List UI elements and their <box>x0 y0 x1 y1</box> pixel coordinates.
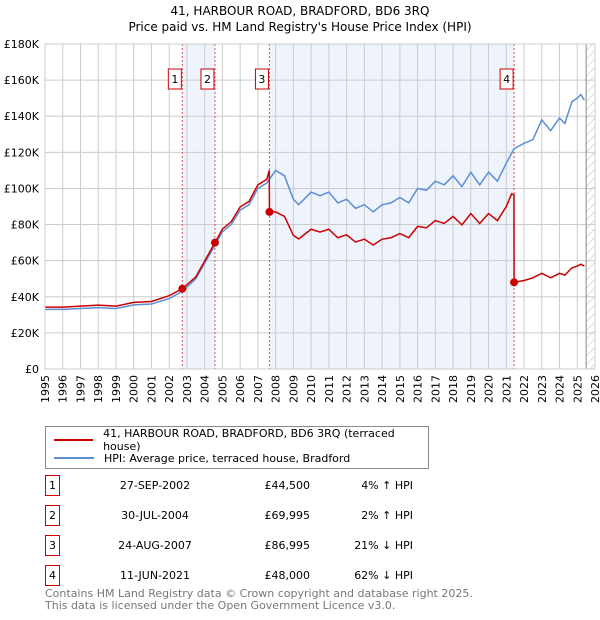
sale-number-badge: 4 <box>45 565 60 586</box>
x-tick-label: 2022 <box>518 375 531 403</box>
x-tick-label: 2015 <box>394 375 407 403</box>
sale-period-shade <box>182 44 215 369</box>
x-tick-label: 2001 <box>145 375 158 403</box>
chart-title: 41, HARBOUR ROAD, BRADFORD, BD6 3RQ <box>170 4 430 18</box>
sale-label-number: 3 <box>258 73 265 86</box>
footer-line-2: This data is licensed under the Open Gov… <box>45 599 396 612</box>
x-tick-label: 2014 <box>376 375 389 403</box>
sale-label-number: 4 <box>503 73 510 86</box>
y-tick-label: £20K <box>11 327 40 340</box>
x-tick-label: 1999 <box>110 375 123 403</box>
y-tick-label: £80K <box>11 219 40 232</box>
sale-hpi-diff: 21% ↓ HPI <box>354 539 413 552</box>
sale-number-badge: 2 <box>45 505 60 526</box>
x-tick-label: 2004 <box>199 375 212 403</box>
x-tick-label: 2020 <box>483 375 496 403</box>
sale-period-shade <box>269 44 515 369</box>
sale-price: £69,995 <box>264 509 311 522</box>
sale-price: £86,995 <box>264 539 311 552</box>
legend-item-hpi: HPI: Average price, terraced house, Brad… <box>54 451 350 465</box>
x-tick-label: 2002 <box>163 375 176 403</box>
x-tick-label: 1995 <box>39 375 52 403</box>
sale-date: 24-AUG-2007 <box>118 539 192 552</box>
sale-hpi-diff: 4% ↑ HPI <box>361 479 413 492</box>
sale-price: £44,500 <box>264 479 311 492</box>
price-chart: 1995 1996 1997 1998 1999 2000 2001 2002 2003 2004… <box>4 38 600 403</box>
hpi-series-line <box>45 93 585 311</box>
sale-hpi-diff: 2% ↑ HPI <box>361 509 413 522</box>
footer-line-1: Contains HM Land Registry data © Crown c… <box>45 587 473 600</box>
sale-label-number: 1 <box>171 73 178 86</box>
sale-point <box>510 278 519 287</box>
y-tick-label: £0 <box>25 363 39 376</box>
sale-label-box <box>167 68 182 90</box>
x-tick-label: 1997 <box>74 375 87 403</box>
x-tick-label: 2003 <box>181 375 194 403</box>
plot-frame <box>44 43 596 370</box>
sale-label-box <box>499 68 514 90</box>
x-tick-label: 2008 <box>270 375 283 403</box>
chart-subtitle: Price paid vs. HM Land Registry's House … <box>128 20 472 34</box>
x-tick-label: 2017 <box>429 375 442 403</box>
sale-date: 27-SEP-2002 <box>119 479 191 492</box>
sale-label-box <box>254 68 269 90</box>
x-tick-label: 2007 <box>252 375 265 403</box>
sale-point <box>178 284 187 293</box>
x-tick-label: 2006 <box>234 375 247 403</box>
legend-swatch-blue <box>54 457 94 459</box>
x-tick-label: 2021 <box>500 375 513 403</box>
sale-date: 30-JUL-2004 <box>121 509 189 522</box>
y-tick-label: £120K <box>4 146 40 159</box>
x-tick-label: 2023 <box>536 375 549 403</box>
legend-item-property: 41, HARBOUR ROAD, BRADFORD, BD6 3RQ (ter… <box>54 427 428 453</box>
sale-label-number: 2 <box>204 73 211 86</box>
x-tick-label: 2000 <box>128 375 141 403</box>
legend-label: HPI: Average price, terraced house, Brad… <box>104 451 351 465</box>
sale-point <box>210 238 219 247</box>
sale-row: 3 24-AUG-2007 £86,995 21% ↓ HPI <box>45 535 445 556</box>
y-tick-label: £100K <box>4 182 40 195</box>
x-tick-label: 1996 <box>57 375 70 403</box>
x-tick-label: 2009 <box>287 375 300 403</box>
y-tick-label: £180K <box>4 38 40 51</box>
sale-number-badge: 1 <box>45 475 60 496</box>
x-tick-label: 2005 <box>216 375 229 403</box>
x-tick-label: 2010 <box>305 375 318 403</box>
future-hatch <box>586 44 595 369</box>
x-tick-label: 2026 <box>589 375 600 403</box>
x-tick-label: 2018 <box>447 375 460 403</box>
sale-row: 4 11-JUN-2021 £48,000 62% ↓ HPI <box>45 565 445 586</box>
sale-hpi-diff: 62% ↓ HPI <box>354 569 413 582</box>
y-tick-label: £40K <box>11 291 40 304</box>
sale-row: 2 30-JUL-2004 £69,995 2% ↑ HPI <box>45 505 445 526</box>
y-tick-label: £140K <box>4 110 40 123</box>
y-tick-label: £60K <box>11 255 40 268</box>
sale-point <box>265 207 274 216</box>
legend-label: 41, HARBOUR ROAD, BRADFORD, BD6 3RQ (ter… <box>103 427 395 453</box>
x-tick-label: 2024 <box>554 375 567 403</box>
sale-price: £48,000 <box>264 569 311 582</box>
sale-label-box <box>200 68 215 90</box>
x-tick-label: 1998 <box>92 375 105 403</box>
sale-number-badge: 3 <box>45 535 60 556</box>
legend: 41, HARBOUR ROAD, BRADFORD, BD6 3RQ (ter… <box>45 426 429 469</box>
y-tick-label: £160K <box>4 74 40 87</box>
x-tick-label: 2025 <box>571 375 584 403</box>
x-tick-label: 2019 <box>465 375 478 403</box>
x-tick-label: 2016 <box>412 375 425 403</box>
sale-row: 1 27-SEP-2002 £44,500 4% ↑ HPI <box>45 475 445 496</box>
sale-date: 11-JUN-2021 <box>119 569 191 582</box>
legend-swatch-red <box>54 439 94 441</box>
x-tick-label: 2013 <box>358 375 371 403</box>
x-tick-label: 2011 <box>323 375 336 403</box>
x-tick-label: 2012 <box>341 375 354 403</box>
